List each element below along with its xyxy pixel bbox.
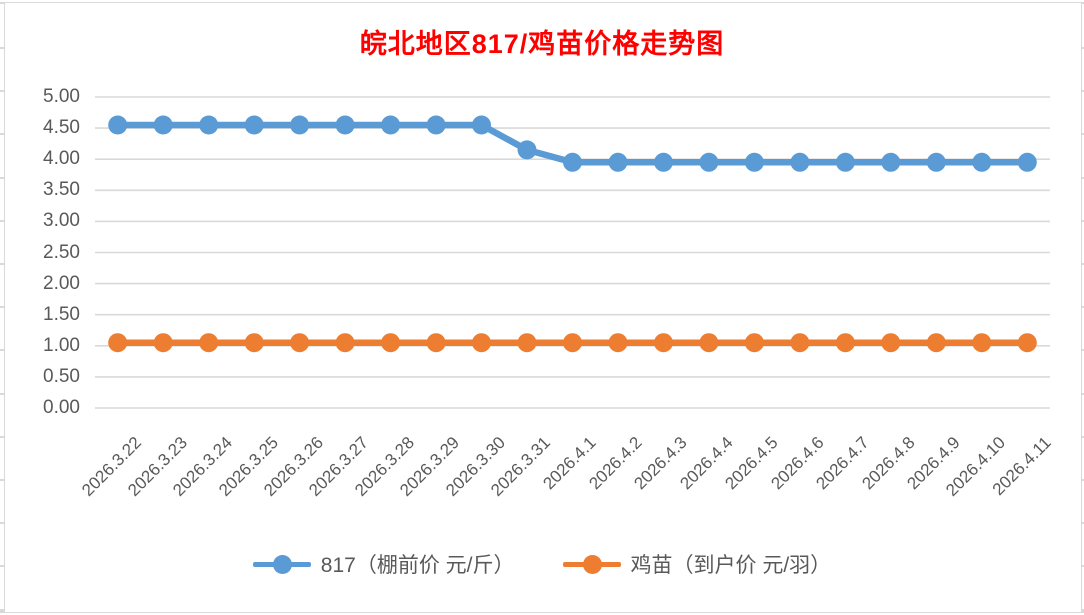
sheet-row-tick-right: [1082, 522, 1084, 524]
legend-label-jimiao: 鸡苗（到户价 元/羽）: [630, 554, 832, 577]
sheet-row-tick-right: [1082, 177, 1084, 179]
data-point-1-8[interactable]: [472, 333, 491, 353]
sheet-row-tick-right: [1082, 479, 1084, 481]
sheet-row-tick-left: [0, 306, 4, 308]
data-point-1-9[interactable]: [517, 333, 537, 353]
data-point-1-2[interactable]: [199, 333, 219, 353]
data-point-0-12[interactable]: [654, 152, 673, 172]
sheet-row-tick-left: [0, 436, 4, 438]
data-point-1-13[interactable]: [699, 333, 719, 353]
sheet-row-tick-left: [0, 47, 4, 49]
y-tick-label: 2.00: [43, 272, 80, 294]
sheet-row-tick-left: [0, 177, 4, 179]
data-point-0-20[interactable]: [1017, 152, 1037, 172]
sheet-row-tick-right: [1082, 90, 1084, 92]
sheet-row-tick-left: [0, 522, 4, 524]
y-tick-label: 1.00: [43, 334, 80, 356]
data-point-1-4[interactable]: [290, 333, 310, 353]
legend-item-jimiao[interactable]: 鸡苗（到户价 元/羽）: [562, 549, 832, 579]
data-point-1-14[interactable]: [744, 333, 764, 353]
y-tick-label: 0.00: [43, 397, 80, 418]
y-tick-label: 4.00: [43, 148, 80, 170]
sheet-row-tick-right: [1082, 436, 1084, 438]
data-point-0-14[interactable]: [744, 152, 764, 172]
sheet-row-tick-right: [1082, 263, 1084, 265]
sheet-row-tick-right: [1082, 565, 1084, 567]
data-point-1-18[interactable]: [926, 333, 946, 353]
sheet-row-tick-left: [0, 609, 4, 611]
sheet-row-tick-left: [0, 393, 4, 395]
sheet-row-tick-right: [1082, 133, 1084, 135]
data-point-0-18[interactable]: [926, 152, 946, 172]
y-tick-label: 2.50: [43, 241, 80, 263]
data-point-0-15[interactable]: [790, 152, 810, 172]
sheet-row-tick-left: [0, 349, 4, 351]
legend-marker-jimiao: [562, 554, 621, 574]
sheet-row-tick-left: [0, 133, 4, 135]
data-point-1-12[interactable]: [654, 333, 673, 353]
data-point-0-2[interactable]: [199, 115, 219, 135]
data-point-0-1[interactable]: [153, 115, 173, 135]
series-817[interactable]: [108, 115, 1037, 172]
data-point-1-16[interactable]: [835, 333, 855, 353]
data-point-0-10[interactable]: [563, 152, 582, 172]
data-point-0-6[interactable]: [381, 115, 401, 135]
sheet-row-tick-left: [0, 263, 4, 265]
data-point-0-8[interactable]: [472, 115, 491, 135]
data-point-0-7[interactable]: [426, 115, 446, 135]
sheet-row-tick-right: [1082, 349, 1084, 351]
sheet-row-tick-right: [1082, 609, 1084, 611]
data-point-1-0[interactable]: [108, 333, 128, 353]
y-tick-label: 3.00: [43, 210, 80, 232]
sheet-row-tick-left: [0, 479, 4, 481]
y-tick-label: 0.50: [43, 365, 80, 387]
data-point-1-11[interactable]: [608, 333, 628, 353]
data-point-0-9[interactable]: [517, 140, 537, 160]
sheet-row-tick-right: [1082, 393, 1084, 395]
data-point-0-11[interactable]: [608, 152, 628, 172]
chart-title: 皖北地区817/鸡苗价格走势图: [359, 29, 725, 59]
data-point-0-13[interactable]: [699, 152, 719, 172]
sheet-row-tick-right: [1082, 306, 1084, 308]
data-point-1-10[interactable]: [563, 333, 582, 353]
y-tick-label: 1.50: [43, 303, 80, 325]
sheet-row-tick-right: [1082, 47, 1084, 49]
y-tick-label: 4.50: [43, 117, 80, 139]
legend-marker-817: [252, 554, 311, 574]
data-point-1-19[interactable]: [972, 333, 992, 353]
data-point-0-4[interactable]: [290, 115, 310, 135]
data-point-1-3[interactable]: [244, 333, 264, 353]
data-point-0-19[interactable]: [972, 152, 992, 172]
chart-legend: 817（棚前价 元/斤） 鸡苗（到户价 元/羽）: [0, 549, 1084, 579]
data-point-1-20[interactable]: [1017, 333, 1037, 353]
sheet-row-tick-left: [0, 90, 4, 92]
sheet-row-tick-right: [1082, 220, 1084, 222]
data-point-1-1[interactable]: [153, 333, 173, 353]
series-jimiao[interactable]: [108, 333, 1037, 353]
legend-label-817: 817（棚前价 元/斤）: [320, 554, 515, 577]
data-point-0-0[interactable]: [108, 115, 128, 135]
data-point-1-15[interactable]: [790, 333, 810, 353]
chart-area[interactable]: [5, 3, 1081, 612]
y-tick-label: 5.00: [43, 86, 80, 107]
data-point-0-17[interactable]: [881, 152, 901, 172]
data-point-0-3[interactable]: [244, 115, 264, 135]
y-tick-label: 3.50: [43, 179, 80, 201]
sheet-row-tick-left: [0, 220, 4, 222]
legend-item-817[interactable]: 817（棚前价 元/斤）: [252, 549, 515, 579]
sheet-row-line-bottom: [0, 611, 1084, 613]
data-point-0-5[interactable]: [335, 115, 355, 135]
sheet-row-tick-left: [0, 565, 4, 567]
data-point-1-6[interactable]: [381, 333, 401, 353]
data-point-1-5[interactable]: [335, 333, 355, 353]
data-point-1-17[interactable]: [881, 333, 901, 353]
sheet-column-line-right: [1080, 2, 1082, 613]
data-point-1-7[interactable]: [426, 333, 446, 353]
data-point-0-16[interactable]: [835, 152, 855, 172]
